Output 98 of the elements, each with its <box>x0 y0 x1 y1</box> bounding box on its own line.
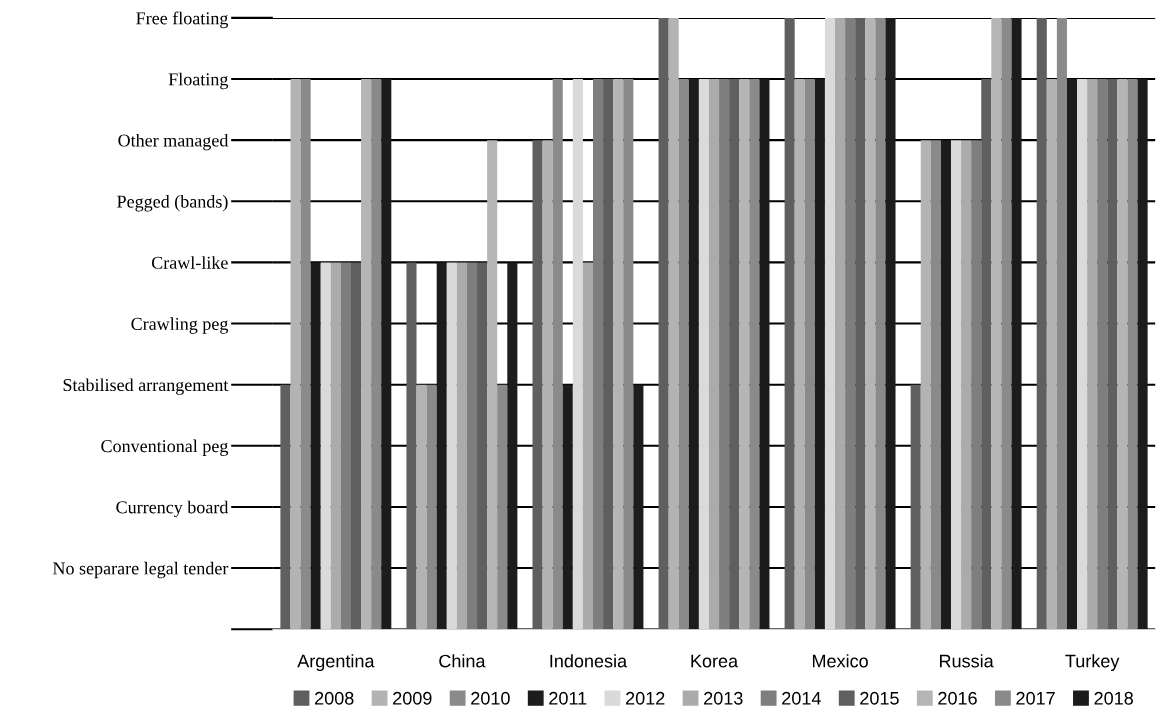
bar <box>784 17 795 630</box>
bar <box>794 79 805 630</box>
bar <box>426 384 437 630</box>
bar <box>487 140 498 630</box>
bar <box>739 79 750 630</box>
bar <box>658 17 669 630</box>
bar <box>804 79 815 630</box>
x-tick-label: Turkey <box>1065 654 1120 672</box>
bar <box>991 17 1002 630</box>
bar <box>290 79 301 630</box>
bar <box>582 262 594 630</box>
text: Conventional peg <box>101 439 229 456</box>
bar <box>930 140 941 630</box>
x-tick-label: Russia <box>940 654 994 668</box>
bar <box>885 17 896 630</box>
bar <box>1137 79 1148 630</box>
bar <box>910 384 921 630</box>
bar <box>361 79 372 630</box>
bar <box>814 79 825 630</box>
bar <box>1001 17 1012 630</box>
text: Floating <box>168 72 229 90</box>
bar <box>593 79 604 630</box>
bar <box>1036 17 1047 630</box>
bar <box>668 17 679 630</box>
legend-label: 2014 <box>782 691 821 705</box>
legend-label: 2015 <box>860 691 899 705</box>
bar <box>633 384 644 630</box>
legend-label: 2013 <box>704 691 743 705</box>
bar <box>532 140 543 630</box>
bar <box>406 262 417 630</box>
bar <box>940 140 951 630</box>
bar <box>1117 79 1128 630</box>
bar <box>466 262 478 630</box>
bar <box>971 140 982 630</box>
text: Pegged (bands) <box>117 195 228 212</box>
x-tick-label: Argentina <box>297 654 375 672</box>
legend-label: 2010 <box>471 691 510 705</box>
bar <box>708 79 720 630</box>
bar <box>920 140 931 630</box>
bar <box>552 79 563 630</box>
legend-label: 2012 <box>626 691 665 705</box>
legend-label: 2009 <box>393 691 432 705</box>
bar <box>981 79 992 630</box>
bar <box>330 262 341 630</box>
bar <box>865 17 876 630</box>
x-tick-label: Korea <box>691 654 739 668</box>
bar <box>603 79 614 630</box>
bar <box>678 79 689 630</box>
bar <box>1087 79 1098 630</box>
bar <box>623 79 634 630</box>
bar <box>1127 79 1138 630</box>
bar <box>1011 17 1022 630</box>
bar <box>845 17 856 630</box>
bar <box>497 384 508 630</box>
bar <box>300 79 311 630</box>
bar <box>1107 79 1118 630</box>
bar <box>436 262 447 630</box>
legend-label: 2016 <box>938 691 977 705</box>
bar <box>477 262 488 630</box>
bar <box>875 17 886 630</box>
text: Crawl-like <box>151 256 228 269</box>
text: Stabilised arrangement <box>63 378 229 395</box>
bar <box>542 140 553 630</box>
bar <box>562 384 573 630</box>
bar <box>340 262 351 630</box>
bar <box>855 17 866 630</box>
bar <box>1046 79 1057 630</box>
bar <box>350 262 362 630</box>
x-tick-label: China <box>439 654 486 668</box>
bar <box>310 262 321 630</box>
bar <box>371 79 382 630</box>
bar <box>280 384 291 630</box>
bar <box>1066 79 1078 630</box>
bar <box>759 79 770 630</box>
bar <box>835 17 846 630</box>
x-tick-label: Indonesia <box>550 654 628 668</box>
legend-label: 2017 <box>1016 691 1055 705</box>
bar <box>688 79 699 630</box>
text: No separare legal tender <box>52 561 229 579</box>
bar <box>1097 79 1108 630</box>
legend-label: 2011 <box>549 691 587 705</box>
bar <box>507 262 518 630</box>
bar <box>416 384 427 630</box>
bar <box>381 79 392 630</box>
text: Crawling peg <box>131 317 229 334</box>
text: Other managed <box>118 133 229 151</box>
text: Free floating <box>136 11 229 29</box>
bar <box>1056 17 1067 630</box>
bar <box>456 262 467 630</box>
bar <box>613 79 624 630</box>
legend-label: 2008 <box>315 691 354 705</box>
legend-label: 2018 <box>1094 691 1133 705</box>
bar <box>729 79 740 630</box>
bar <box>719 79 730 630</box>
bar <box>961 140 972 630</box>
bar <box>749 79 760 630</box>
x-tick-label: Mexico <box>812 654 868 668</box>
text: Currency board <box>116 500 229 518</box>
